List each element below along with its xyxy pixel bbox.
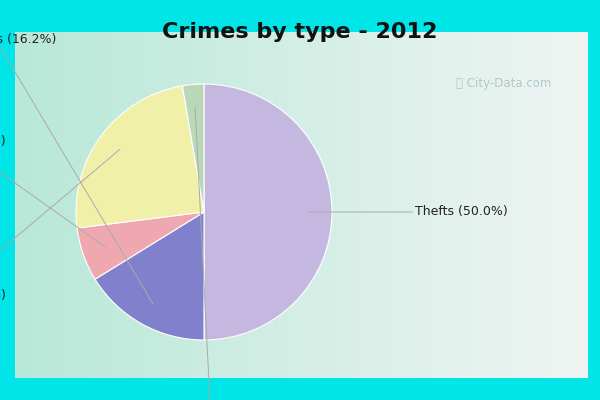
Wedge shape [204,84,332,340]
Text: Crimes by type - 2012: Crimes by type - 2012 [163,22,437,42]
Text: Robberies (2.7%): Robberies (2.7%) [157,108,265,400]
Wedge shape [77,212,204,279]
Wedge shape [76,86,204,228]
Text: Burglaries (24.3%): Burglaries (24.3%) [0,150,119,302]
Wedge shape [95,212,204,340]
Text: Thefts (50.0%): Thefts (50.0%) [309,206,508,218]
Text: ⓘ City-Data.com: ⓘ City-Data.com [456,78,551,90]
Wedge shape [182,84,204,212]
Text: Auto thefts (16.2%): Auto thefts (16.2%) [0,33,153,304]
Text: Assaults (6.8%): Assaults (6.8%) [0,135,105,247]
